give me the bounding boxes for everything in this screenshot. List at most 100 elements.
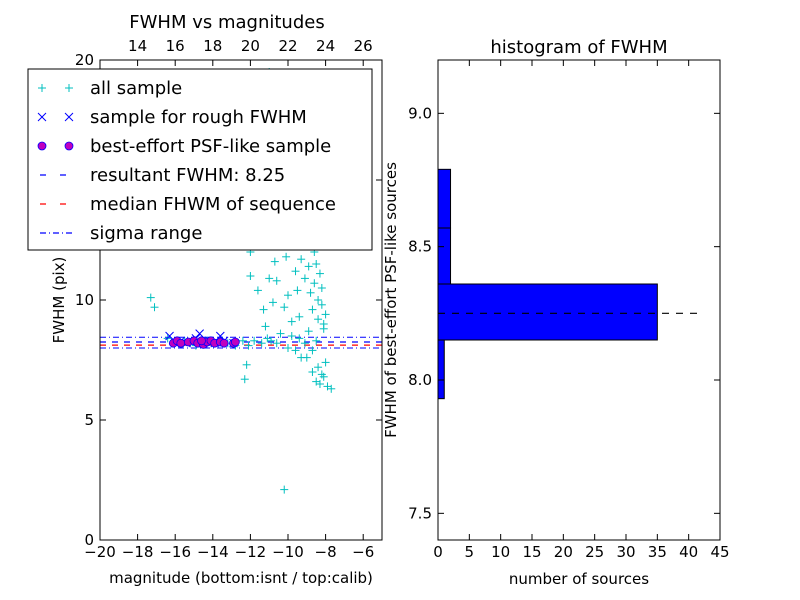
data-point [319,324,328,333]
data-point [310,279,319,288]
x-tick-label: −18 [122,543,154,561]
data-point [176,338,186,348]
x-tick-label: −16 [159,543,191,561]
legend-label: median FHWM of sequence [90,194,336,215]
data-point [246,272,255,280]
data-point [242,360,251,369]
data-point [300,274,309,283]
legend-label: resultant FWHM: 8.25 [90,165,285,186]
top-axis-tick-label: 16 [166,37,185,55]
x-tick-label: 40 [679,543,698,561]
x-tick-label: −14 [197,543,229,561]
series-3 [168,336,240,349]
top-axis-tick-label: 18 [203,37,222,55]
legend-marker-icon [64,112,74,122]
x-tick-label: 0 [433,543,443,561]
legend-entry: median FHWM of sequence [40,194,336,215]
x-tick-label: 20 [554,543,573,561]
legend-marker-icon [37,112,47,122]
data-point [291,267,300,276]
x-tick-label: −8 [315,543,337,561]
data-point [306,288,315,297]
data-point [257,339,266,348]
data-point [250,336,259,345]
x-tick-label: −12 [235,543,267,561]
data-point [300,339,309,348]
data-point [317,300,326,309]
data-point [321,358,330,367]
data-point [261,322,270,331]
data-point [165,331,174,341]
y-tick-label: 10 [75,291,94,309]
top-axis-tick-label: 24 [316,37,335,55]
right-plot-area [437,168,699,400]
data-point [308,346,317,355]
legend-label: sigma range [90,223,202,244]
data-point [265,274,274,283]
data-point [272,339,281,348]
y-tick-label: 8.0 [408,371,432,389]
right-chart: histogram of FWHM 0 5 10 15 20 25 30 35 40 45 7.5 8… [382,37,730,588]
right-chart-title: histogram of FWHM [490,37,667,58]
y-tick-label: 7.5 [408,504,432,522]
data-point [304,262,313,271]
left-axes: −20 −18 −16 −14 −12 −10 −8 −6 14 16 18 20 22 24 26 0 5 10… [75,37,382,561]
data-point [272,276,281,285]
x-tick-label: 5 [465,543,475,561]
data-point [276,329,285,338]
histogram-bar [437,227,452,285]
x-tick-label: −20 [84,543,116,561]
data-point [219,338,229,348]
data-point [238,336,247,345]
data-point [287,332,296,340]
legend-label: all sample [90,78,182,99]
right-plot-frame [437,59,721,541]
x-tick-label: −6 [352,543,374,561]
data-point [284,291,292,300]
data-point [259,305,268,314]
data-point [195,329,204,338]
top-axis-tick-label: 26 [354,37,373,55]
legend-marker-icon [64,141,74,151]
legend-entry: resultant FWHM: 8.25 [40,165,285,186]
data-point [293,286,302,295]
data-point [280,485,289,494]
data-point [291,346,300,355]
data-point [312,377,321,386]
legend-marker-icon [38,84,46,92]
legend-entry: all sample [38,78,182,99]
left-chart: FWHM vs magnitudes −20 −18 −16 −14 −12 −10 −8−… [27,12,383,587]
data-point [321,310,330,319]
legend-marker-icon [37,141,47,151]
data-point [312,260,321,268]
right-axes: 0 5 10 15 20 25 30 35 40 45 7.5 8.0 8.5 9.0 [408,60,730,561]
data-point [267,336,276,345]
data-point [244,341,253,350]
data-point [280,303,289,312]
data-point [253,286,262,295]
data-point [314,296,323,304]
legend-entry: sample for rough FWHM [37,107,307,128]
data-point [282,252,291,261]
data-point [268,298,277,307]
data-point [295,334,304,343]
legend-marker-icon [65,84,73,92]
x-tick-label: 45 [710,543,729,561]
data-point [240,375,249,384]
data-point [315,269,324,278]
data-point [270,257,279,266]
data-point [150,303,159,312]
data-point [197,336,206,346]
data-point [317,370,326,379]
x-tick-label: 30 [616,543,635,561]
legend-label: sample for rough FWHM [90,107,307,128]
data-point [297,255,306,264]
y-tick-label: 0 [84,531,94,549]
data-point [327,384,336,393]
histogram-bar [437,283,658,341]
x-tick-label: 35 [648,543,667,561]
data-point [314,315,323,324]
data-point [317,284,326,292]
histogram-bar [437,168,452,229]
left-x-axis-label: magnitude (bottom:isnt / top:calib) [109,569,373,587]
